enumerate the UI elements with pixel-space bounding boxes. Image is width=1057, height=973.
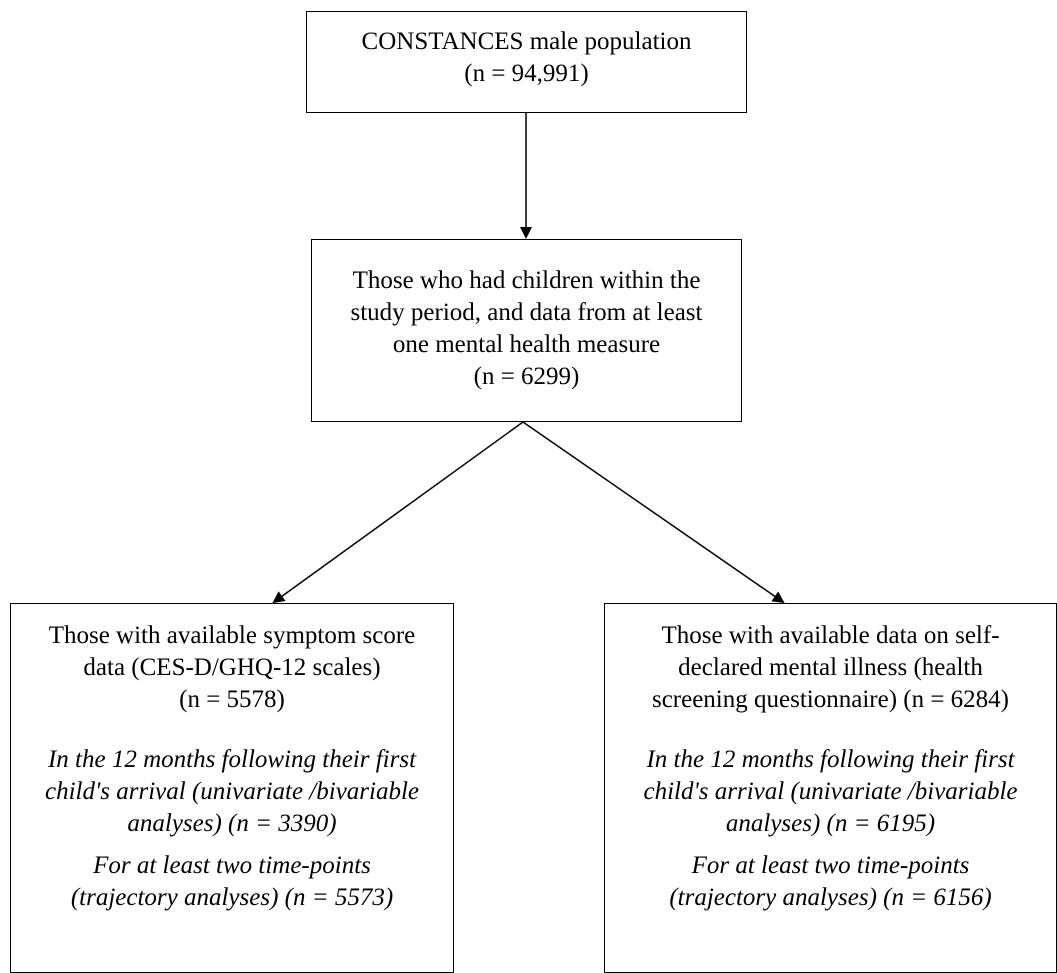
node-text-line: one mental health measure	[392, 331, 661, 358]
node-text-line: CONSTANCES male population	[361, 28, 692, 55]
subgroup-12-months-line: In the 12 months following their first	[47, 746, 417, 773]
subgroup-trajectory-line: (trajectory analyses) (n = 5573)	[70, 884, 394, 911]
node-text-line: data (CES-D/GHQ-12 scales)	[83, 654, 381, 681]
subgroup-12-months-line: child's arrival (univariate /bivariable	[44, 778, 420, 805]
node-text-line: study period, and data from at least	[350, 299, 703, 326]
subgroup-trajectory-line: For at least two time-points	[691, 852, 970, 879]
subgroup-12-months-line: child's arrival (univariate /bivariable	[643, 778, 1018, 805]
node-count: (n = 94,991)	[464, 60, 589, 87]
node-text-line: Those with available data on self-	[661, 622, 1000, 649]
node-text-line: screening questionnaire) (n = 6284)	[651, 686, 1010, 713]
node-symptom-score-data: Those with available symptom score data …	[10, 603, 454, 973]
node-count: (n = 6299)	[473, 363, 580, 390]
arrow-middle-to-left	[272, 421, 524, 604]
node-text-line: declared mental illness (health	[678, 654, 983, 681]
subgroup-12-months-line: In the 12 months following their first	[646, 746, 1015, 773]
node-male-population: CONSTANCES male population (n = 94,991)	[306, 11, 747, 113]
node-fathers-with-mental-health-data: Those who had children within the study …	[311, 239, 742, 422]
subgroup-trajectory-line: For at least two time-points	[93, 852, 371, 879]
node-text-line: Those with available symptom score	[48, 622, 416, 649]
node-self-declared-illness-data: Those with available data on self- decla…	[604, 603, 1057, 973]
subgroup-trajectory-line: (trajectory analyses) (n = 6156)	[669, 884, 992, 911]
arrow-middle-to-right	[522, 421, 785, 604]
node-text-line: Those who had children within the	[352, 267, 701, 294]
subgroup-12-months-line: analyses) (n = 6195)	[725, 810, 936, 837]
subgroup-12-months-line: analyses) (n = 3390)	[127, 810, 337, 837]
node-count: (n = 5578)	[179, 686, 285, 713]
